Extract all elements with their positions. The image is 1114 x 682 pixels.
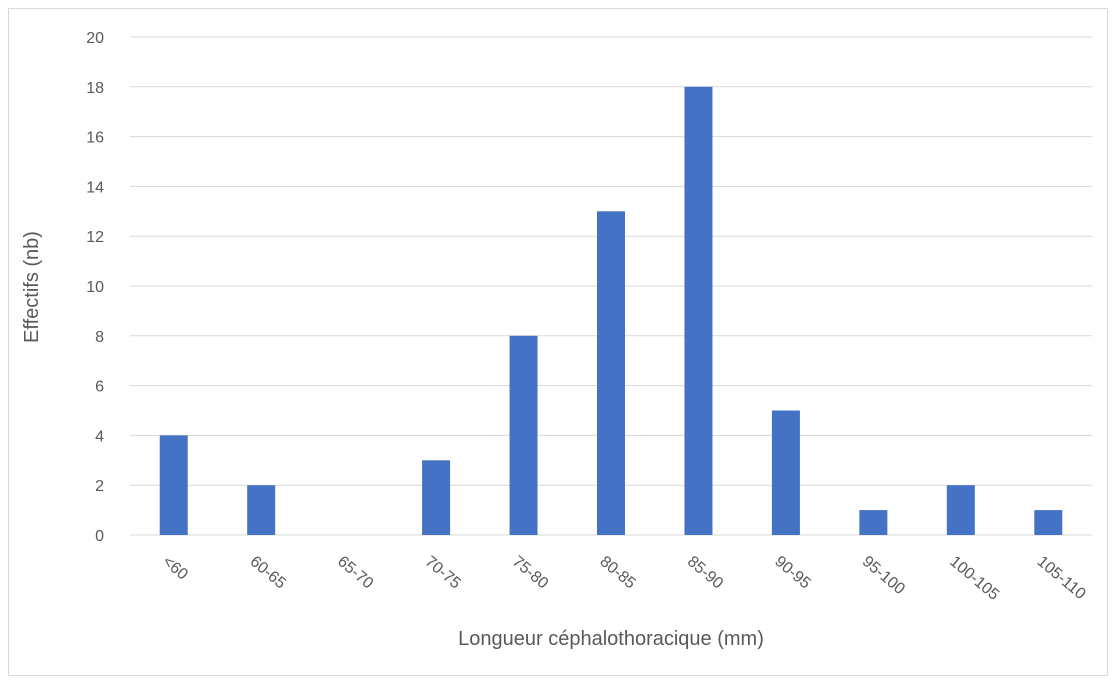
- y-tick-label: 4: [95, 428, 104, 445]
- y-tick-label: 20: [86, 30, 104, 47]
- y-tick-labels: 0 2 4 6 8 10 12 14 16 18 20: [86, 30, 104, 545]
- x-tick-label: 70-75: [422, 553, 464, 592]
- y-tick-label: 18: [86, 80, 104, 97]
- bar-105-110: [1034, 510, 1063, 535]
- x-tick-label: 90-95: [771, 553, 813, 592]
- x-tick-labels: <60 60-65 65-70 70-75 75-80 80-85 85-90 90-95 95…: [159, 553, 1089, 604]
- bar-95-100: [859, 510, 888, 535]
- y-axis-title: Effectifs (nb): [21, 231, 43, 343]
- bars: [159, 86, 1063, 536]
- y-tick-label: 10: [86, 279, 104, 296]
- y-tick-label: 0: [95, 528, 104, 545]
- x-tick-label: 105-110: [1034, 553, 1089, 603]
- x-tick-label: 85-90: [684, 553, 726, 592]
- x-tick-label: 95-100: [859, 553, 908, 598]
- x-tick-label: 100-105: [946, 553, 1002, 604]
- chart-frame: [8, 8, 1108, 676]
- bar-85-90: [684, 86, 713, 536]
- y-tick-label: 2: [95, 478, 104, 495]
- y-tick-label: 6: [95, 379, 104, 396]
- x-axis-title: Longueur céphalothoracique (mm): [458, 628, 764, 650]
- bar-80-85: [597, 211, 625, 536]
- bar-<60: [159, 435, 188, 535]
- bar-100-105: [946, 485, 975, 535]
- y-tick-label: 14: [86, 179, 104, 196]
- y-tick-label: 12: [86, 229, 104, 246]
- x-tick-label: 80-85: [596, 553, 638, 592]
- bar-90-95: [771, 410, 800, 535]
- bar-60-65: [247, 485, 276, 535]
- x-tick-label: 75-80: [509, 553, 551, 592]
- bar-70-75: [422, 460, 451, 535]
- gridlines: [130, 36, 1092, 536]
- y-tick-label: 16: [86, 130, 104, 147]
- y-tick-label: 8: [95, 329, 104, 346]
- x-tick-label: 60-65: [247, 553, 289, 592]
- x-tick-label: 65-70: [334, 553, 376, 592]
- bar-75-80: [509, 335, 538, 535]
- x-tick-label: <60: [159, 553, 191, 584]
